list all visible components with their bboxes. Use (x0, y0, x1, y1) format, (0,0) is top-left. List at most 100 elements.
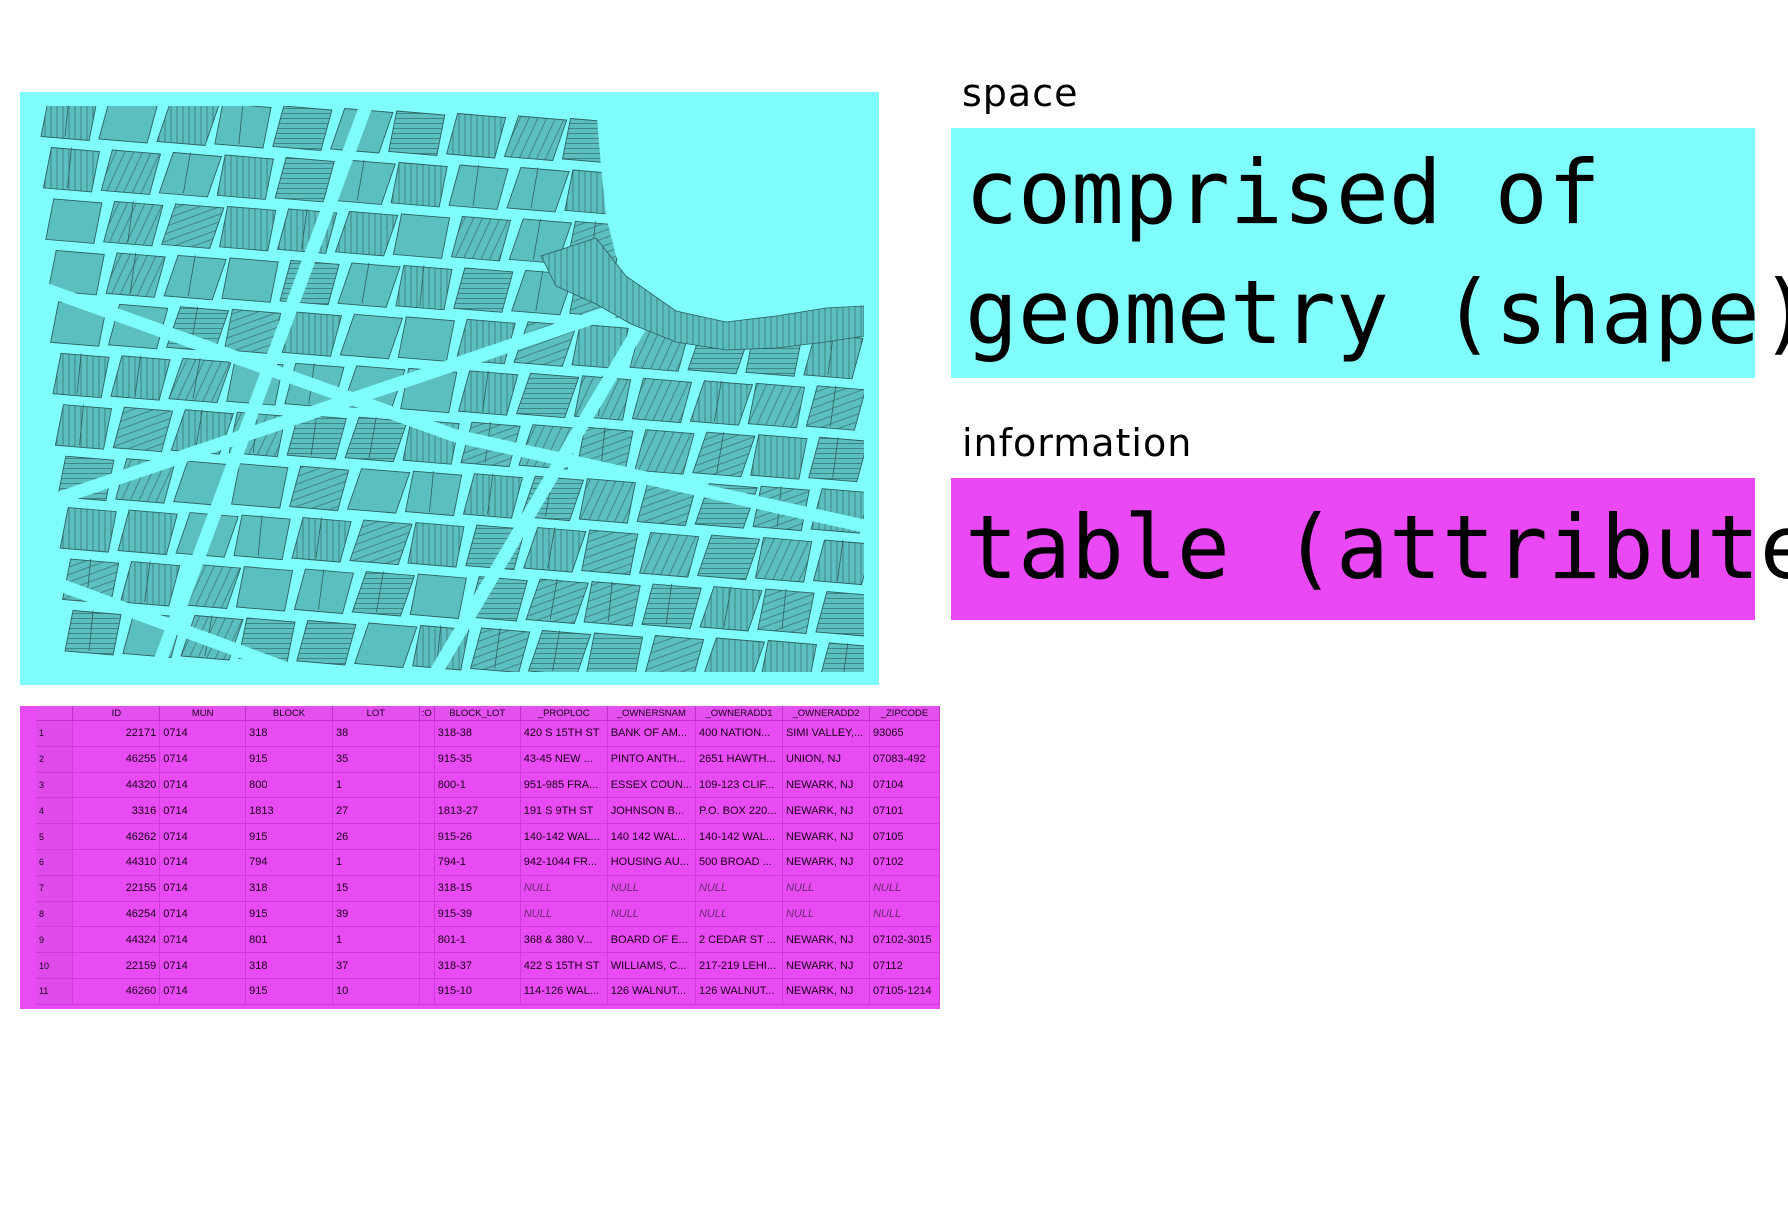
table-cell[interactable] (419, 823, 435, 850)
table-cell[interactable]: NULL (607, 901, 696, 928)
table-cell[interactable]: 318 (245, 875, 333, 902)
table-row[interactable]: 7 22155 0714 318 15 318-15 NULL NULL NULL NULL NUL… (36, 875, 940, 902)
table-cell[interactable]: NULL (695, 901, 783, 928)
table-cell[interactable]: 26 (332, 823, 420, 850)
table-cell[interactable]: 43-45 NEW ... (520, 746, 608, 773)
table-cell[interactable]: 1 (332, 849, 420, 876)
table-cell[interactable]: NEWARK, NJ (782, 849, 870, 876)
column-header[interactable]: _OWNERSNAM (607, 706, 696, 721)
table-row[interactable]: 4 3316 0714 1813 27 1813-27 191 S 9TH ST JOHNSO… (36, 797, 940, 825)
table-cell[interactable]: 0714 (159, 746, 247, 773)
row-number[interactable]: 11 (36, 978, 74, 1005)
table-cell[interactable] (419, 978, 435, 1005)
table-cell[interactable]: ESSEX COUN... (607, 772, 696, 799)
table-row[interactable]: 6 44310 0714 794 1 794-1 942-1044 FR... HOUSING… (36, 849, 940, 876)
table-cell[interactable]: NEWARK, NJ (782, 952, 870, 979)
table-cell[interactable]: 1 (332, 926, 420, 954)
table-cell[interactable]: 318-15 (434, 875, 521, 902)
table-cell[interactable]: 318-37 (434, 952, 521, 979)
table-row[interactable]: 8 46254 0714 915 39 915-39 NULL NULL NULL NULL NUL… (36, 901, 940, 928)
table-cell[interactable]: 801-1 (434, 926, 521, 954)
table-cell[interactable]: 368 & 380 V... (520, 926, 608, 954)
row-number[interactable]: 8 (36, 901, 74, 928)
column-header[interactable]: LOT (332, 706, 420, 721)
table-cell[interactable]: 140 142 WAL... (607, 823, 696, 850)
table-cell[interactable]: NEWARK, NJ (782, 823, 870, 850)
table-cell[interactable] (419, 746, 435, 773)
table-row[interactable]: 9 44324 0714 801 1 801-1 368 & 380 V... BOARD O… (36, 926, 940, 954)
column-header[interactable]: :O (419, 706, 435, 721)
table-row[interactable]: 10 22159 0714 318 37 318-37 422 S 15TH ST WILLI… (36, 952, 940, 979)
table-cell[interactable]: 27 (332, 797, 420, 825)
table-cell[interactable]: UNION, NJ (782, 746, 870, 773)
table-cell[interactable]: 318-38 (434, 720, 521, 747)
table-row[interactable]: 11 46260 0714 915 10 915-10 114-126 WAL... 126 … (36, 978, 940, 1005)
table-cell[interactable] (419, 797, 435, 825)
table-cell[interactable]: 0714 (159, 952, 247, 979)
table-cell[interactable]: 0714 (159, 849, 247, 876)
table-cell[interactable]: 217-219 LEHI... (695, 952, 783, 979)
table-cell[interactable]: 46262 (72, 823, 161, 850)
table-cell[interactable]: 1813-27 (434, 797, 521, 825)
table-cell[interactable]: 46260 (72, 978, 161, 1005)
table-cell[interactable]: NULL (869, 901, 940, 928)
column-header[interactable]: ID (72, 706, 161, 721)
table-cell[interactable] (419, 952, 435, 979)
row-number[interactable]: 9 (36, 926, 74, 954)
table-cell[interactable]: 915-39 (434, 901, 521, 928)
table-cell[interactable]: PINTO ANTH... (607, 746, 696, 773)
table-row[interactable]: 1 22171 0714 318 38 318-38 420 S 15TH ST BANK O… (36, 720, 940, 747)
table-cell[interactable]: 191 S 9TH ST (520, 797, 608, 825)
table-cell[interactable]: 420 S 15TH ST (520, 720, 608, 747)
row-number[interactable]: 6 (36, 849, 74, 876)
table-cell[interactable]: 07104 (869, 772, 940, 799)
table-cell[interactable]: NULL (782, 875, 870, 902)
table-cell[interactable] (419, 926, 435, 954)
table-cell[interactable]: 35 (332, 746, 420, 773)
table-row[interactable]: 2 46255 0714 915 35 915-35 43-45 NEW ... PINTO … (36, 746, 940, 773)
table-cell[interactable] (419, 849, 435, 876)
table-cell[interactable]: 915-10 (434, 978, 521, 1005)
table-cell[interactable]: 0714 (159, 901, 247, 928)
table-cell[interactable]: 38 (332, 720, 420, 747)
table-cell[interactable]: 0714 (159, 772, 247, 799)
table-cell[interactable]: 794-1 (434, 849, 521, 876)
table-cell[interactable]: 44320 (72, 772, 161, 799)
table-cell[interactable]: 400 NATION... (695, 720, 783, 747)
table-cell[interactable]: 942-1044 FR... (520, 849, 608, 876)
table-cell[interactable]: NEWARK, NJ (782, 772, 870, 799)
row-number[interactable]: 5 (36, 823, 74, 850)
column-header[interactable]: BLOCK (245, 706, 333, 721)
table-cell[interactable]: 44310 (72, 849, 161, 876)
table-cell[interactable]: 44324 (72, 926, 161, 954)
table-cell[interactable]: 15 (332, 875, 420, 902)
table-cell[interactable]: NULL (869, 875, 940, 902)
table-cell[interactable]: 22171 (72, 720, 161, 747)
table-cell[interactable]: 07112 (869, 952, 940, 979)
table-cell[interactable] (419, 875, 435, 902)
table-cell[interactable]: 500 BROAD ... (695, 849, 783, 876)
row-number-header[interactable] (36, 706, 74, 721)
table-cell[interactable]: 318 (245, 952, 333, 979)
table-cell[interactable]: 46255 (72, 746, 161, 773)
table-cell[interactable]: 07083-492 (869, 746, 940, 773)
table-cell[interactable]: 915 (245, 746, 333, 773)
table-cell[interactable]: 0714 (159, 875, 247, 902)
column-header[interactable]: _OWNERADD2 (782, 706, 870, 721)
table-cell[interactable]: P.O. BOX 220... (695, 797, 783, 825)
table-cell[interactable]: 801 (245, 926, 333, 954)
table-cell[interactable]: 915 (245, 978, 333, 1005)
table-cell[interactable]: 915 (245, 901, 333, 928)
table-cell[interactable]: 46254 (72, 901, 161, 928)
table-cell[interactable]: 22159 (72, 952, 161, 979)
table-cell[interactable]: JOHNSON B... (607, 797, 696, 825)
table-cell[interactable]: 915 (245, 823, 333, 850)
row-number[interactable]: 10 (36, 952, 74, 979)
table-cell[interactable]: 318 (245, 720, 333, 747)
table-cell[interactable]: 2 CEDAR ST ... (695, 926, 783, 954)
table-cell[interactable]: 915-26 (434, 823, 521, 850)
table-cell[interactable]: 93065 (869, 720, 940, 747)
table-cell[interactable]: 07102 (869, 849, 940, 876)
table-cell[interactable]: 07101 (869, 797, 940, 825)
column-header[interactable]: _OWNERADD1 (695, 706, 783, 721)
